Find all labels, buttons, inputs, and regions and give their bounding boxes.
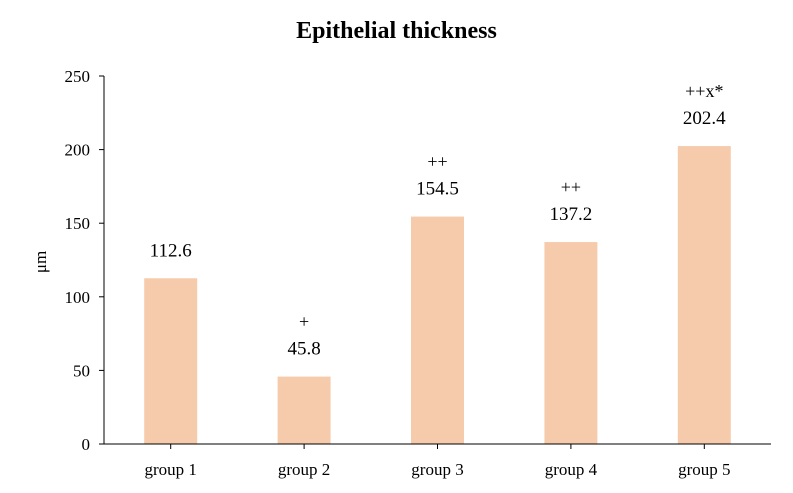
significance-annotation: ++x*	[685, 81, 723, 101]
bar-group-3	[411, 216, 464, 444]
data-label: 202.4	[683, 108, 726, 129]
x-tick-label: group 3	[411, 460, 463, 479]
y-tick-label: 0	[82, 435, 91, 454]
x-tick-label: group 5	[678, 460, 730, 479]
bars-group	[144, 146, 731, 444]
x-tick-label: group 4	[545, 460, 598, 479]
bar-group-4	[544, 242, 598, 444]
y-tick-label: 250	[65, 67, 91, 86]
chart-title: Epithelial thickness	[296, 18, 497, 44]
data-label: 154.5	[416, 179, 459, 200]
significance-annotation: ++	[427, 152, 447, 172]
y-tick-label: 100	[65, 288, 91, 307]
y-tick-label: 50	[73, 361, 90, 380]
y-tick-label: 150	[65, 214, 91, 233]
y-axis-label: μm	[31, 251, 50, 273]
y-ticks-group: 0 50 100 150 200 250	[65, 67, 104, 454]
data-label: 45.8	[287, 339, 320, 360]
x-tick-labels-group: group 1 group 2 group 3 group 4 group 5	[144, 444, 731, 479]
x-tick-label: group 1	[144, 460, 196, 479]
data-label: 112.6	[150, 240, 192, 261]
y-tick-label: 200	[65, 141, 91, 160]
significance-annotation: ++	[561, 177, 581, 197]
bar-group-2	[277, 376, 331, 444]
bar-group-1	[144, 278, 198, 444]
data-labels-group: 112.6 45.8 +154.5 ++ 137.2 ++ 202.4 ++x*	[150, 81, 726, 360]
x-tick-label: group 2	[278, 460, 330, 479]
data-label: 137.2	[550, 204, 593, 225]
bar-group-5	[677, 146, 731, 444]
significance-annotation: +	[299, 312, 309, 332]
